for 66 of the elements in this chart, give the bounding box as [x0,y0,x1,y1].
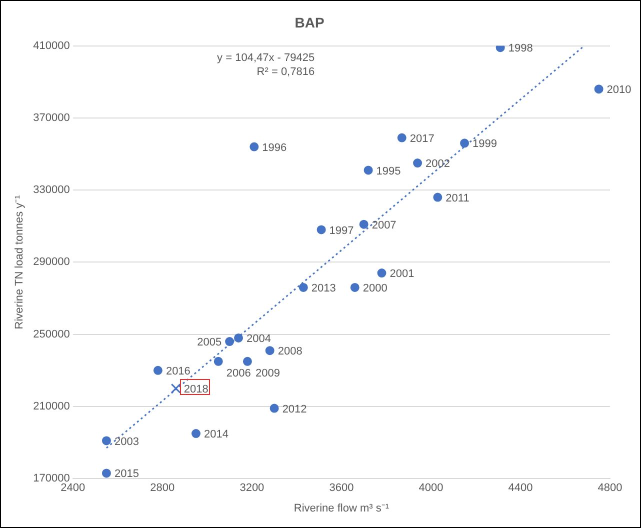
x-tick-label: 4800 [598,482,622,494]
x-tick-label: 2400 [60,482,86,494]
y-tick-label: 210000 [33,400,70,412]
annotation: 2010 [606,84,632,96]
point [102,468,111,478]
point [397,133,406,142]
y-axis-title: Riverine TN load tonnes y⁻¹ [14,194,26,330]
x-axis-title: Riverine flow m³ s⁻¹ [294,502,390,514]
point [413,158,422,168]
annotation: 2017 [410,132,434,145]
x-tick-label: 4000 [418,482,444,494]
y-tick-label: 410000 [33,40,70,52]
annotation: 2000 [362,282,388,294]
x-tick-label: 4400 [508,482,533,494]
point [153,366,162,375]
y-tick-label: 290000 [33,256,70,268]
annotation: 1999 [472,138,498,150]
annotation: 2012 [282,403,307,416]
y-tick-label: 170000 [33,472,70,485]
annotation: 2008 [278,346,302,358]
point [214,356,223,366]
annotation: 2016 [166,365,190,378]
point [594,84,604,94]
point [270,404,279,413]
point [102,436,111,446]
annotation: y = 104,47x - 79425 R² = 0,7816 [217,52,315,78]
point [298,282,308,292]
point [225,337,234,346]
point [265,346,274,356]
annotation: 2004 [246,332,271,345]
point [191,429,200,438]
chart-title: BAP [294,14,324,30]
annotation: 2014 [204,428,228,441]
point [377,268,386,278]
annotation: 1995 [376,165,401,178]
x-tick-label: 3600 [329,482,354,494]
point [234,333,244,342]
point [316,225,326,234]
point [460,138,470,148]
annotation: 2001 [390,268,414,280]
point [496,46,505,52]
y-tick-label: 330000 [33,184,70,196]
point [359,220,368,229]
annotation: 2006 [226,367,251,380]
annotation: 2007 [372,219,396,232]
point [364,166,373,175]
point [350,282,360,292]
annotation: 2009 [255,367,280,380]
annotation: 1998 [508,42,533,55]
annotation: 2015 [114,468,139,480]
point [242,356,252,366]
annotation: 2013 [311,282,336,294]
annotation: 2005 [197,336,222,349]
annotation: 2002 [426,158,450,170]
x-tick-label: 2800 [150,482,175,494]
annotation: 1996 [262,142,287,154]
point [433,192,442,202]
x-tick-label: 3200 [240,482,264,494]
annotation: 2018 [184,383,208,396]
point [250,142,259,152]
annotation: 2011 [446,192,470,204]
y-tick-label: 370000 [33,112,70,124]
y-tick-label: 250000 [33,328,70,340]
annotation: 1997 [329,224,354,237]
annotation: 2003 [114,436,139,448]
point [170,383,181,394]
